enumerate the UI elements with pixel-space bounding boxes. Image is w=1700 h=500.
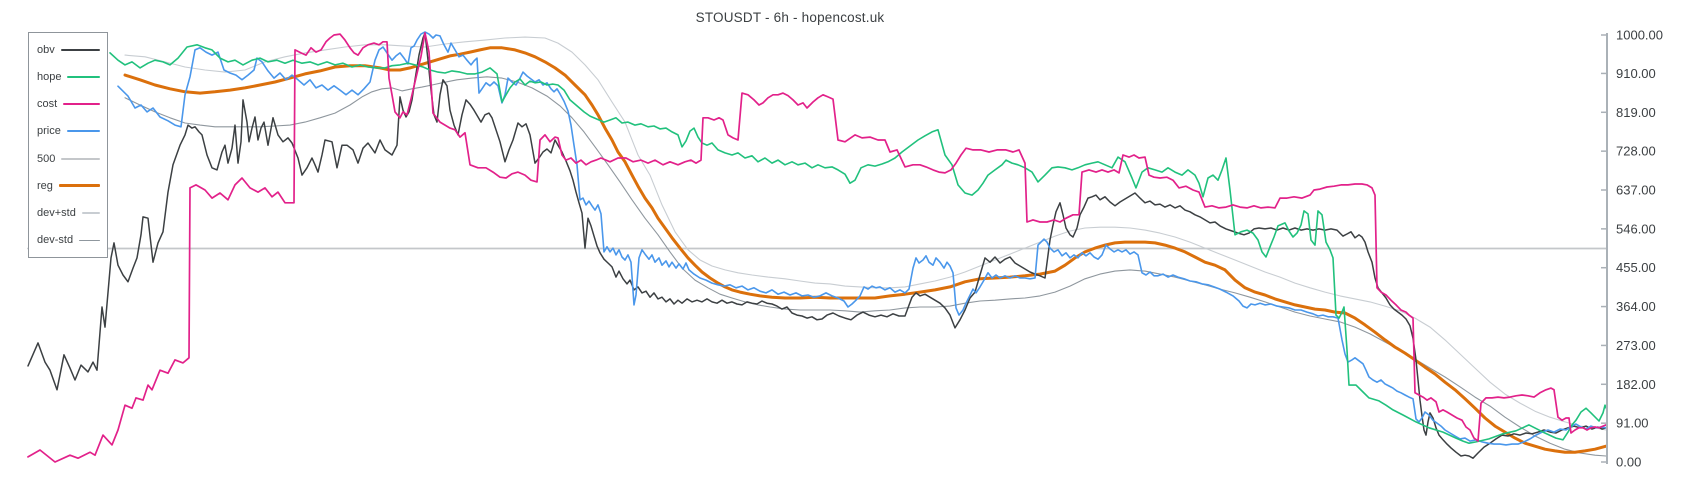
legend-item-swatch-line — [67, 75, 100, 78]
legend-item-label: 500 — [37, 152, 56, 165]
series-cost-line — [27, 32, 1607, 463]
legend-item-label: reg — [37, 179, 53, 192]
legend-item-label: cost — [37, 98, 58, 111]
legend-item-price: price — [37, 125, 100, 137]
legend-item-hope: hope — [37, 71, 100, 83]
legend: obv hope cost price 500 reg dev+std dev-std — [28, 32, 108, 258]
series-price-line — [117, 31, 1607, 446]
legend-item-label: dev-std — [37, 234, 74, 247]
legend-item-label: obv — [37, 43, 55, 56]
legend-item-swatch-line — [63, 103, 100, 106]
legend-item-label: hope — [37, 70, 62, 83]
y-axis-tick-label: 546.00 — [1616, 221, 1656, 236]
chart-title: STOUSDT - 6h - hopencost.uk — [695, 10, 885, 25]
y-axis-tick-label: 182.00 — [1616, 377, 1656, 392]
legend-item-cost: cost — [37, 98, 100, 110]
series-dev+std-line — [124, 36, 1607, 431]
y-axis-tick-label: 910.00 — [1616, 66, 1656, 81]
legend-item-swatch-line — [60, 48, 100, 51]
legend-item-swatch-line — [58, 184, 100, 188]
legend-item-reg: reg — [37, 180, 100, 192]
y-axis-tick-label: 364.00 — [1616, 299, 1656, 314]
y-axis-tick-label: 455.00 — [1616, 260, 1656, 275]
y-axis-tick-label: 0.00 — [1616, 455, 1641, 470]
legend-item-dev-std: dev+std — [37, 207, 100, 219]
legend-item-obv: obv — [37, 44, 100, 56]
y-axis-tick-label: 91.00 — [1616, 416, 1649, 431]
series-hope-line — [109, 43, 1608, 445]
series-obv-line — [27, 32, 1607, 459]
y-axis-tick-label: 273.00 — [1616, 338, 1656, 353]
legend-item-swatch-line — [61, 157, 100, 160]
series-reg-line — [123, 46, 1608, 454]
legend-item-swatch-line — [79, 239, 100, 242]
y-axis-tick-label: 819.00 — [1616, 105, 1656, 120]
legend-item-label: price — [37, 125, 61, 138]
y-axis-tick-label: 1000.00 — [1616, 28, 1663, 43]
legend-item-swatch-line — [66, 130, 100, 133]
legend-item-swatch-line — [81, 212, 100, 214]
y-axis-tick-label: 637.00 — [1616, 183, 1656, 198]
series-dev-std-line — [124, 76, 1607, 457]
legend-item-label: dev+std — [37, 207, 76, 220]
legend-item-dev-std: dev-std — [37, 234, 100, 246]
legend-item-500: 500 — [37, 153, 100, 165]
y-axis-tick-label: 728.00 — [1616, 144, 1656, 159]
